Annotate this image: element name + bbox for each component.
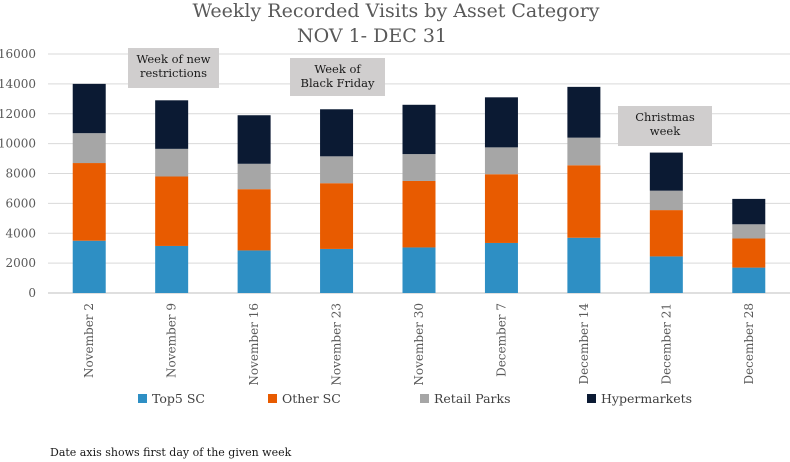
- x-tick-label: November 16: [247, 303, 261, 386]
- x-axis: November 2 November 9 November 16 November …: [82, 303, 756, 386]
- x-tick-label: November 2: [82, 303, 96, 378]
- x-tick-label: November 9: [165, 303, 179, 378]
- bar-segment-0: [237, 250, 271, 293]
- annotation-box: [618, 106, 712, 146]
- bar-segment-0: [732, 267, 766, 293]
- legend-label: Hypermarkets: [601, 391, 692, 406]
- x-tick-label: December 14: [577, 303, 591, 385]
- bar-segment-3: [732, 198, 766, 225]
- bar-segment-0: [320, 248, 354, 293]
- bar-segment-3: [237, 115, 271, 164]
- annotation-text: Black Friday: [301, 76, 375, 90]
- bar-segment-2: [155, 148, 189, 177]
- x-tick-label: December 28: [742, 303, 756, 385]
- annotation-box: [290, 58, 385, 96]
- bar-segment-0: [567, 237, 601, 293]
- bar-segment-1: [320, 183, 354, 249]
- legend-swatch: [268, 394, 277, 403]
- legend-swatch: [420, 394, 429, 403]
- legend-swatch: [587, 394, 596, 403]
- bar-segment-1: [237, 189, 271, 251]
- legend-label: Top5 SC: [152, 391, 205, 406]
- bar-segment-2: [732, 224, 766, 239]
- y-tick-label: 12000: [0, 107, 36, 121]
- bar-segment-3: [72, 83, 106, 134]
- y-tick-label: 2000: [5, 256, 36, 270]
- legend: Top5 SC Other SC Retail Parks Hypermarkets: [138, 391, 692, 406]
- annotation-text: Christmas: [635, 110, 695, 124]
- bar-segment-1: [72, 163, 106, 241]
- bar-segment-2: [320, 156, 354, 184]
- bar-segment-0: [484, 242, 518, 293]
- bar-segment-1: [567, 165, 601, 238]
- x-tick-label: December 21: [659, 303, 673, 385]
- bar-segment-3: [402, 104, 436, 155]
- bar-segment-1: [155, 176, 189, 246]
- bar-segment-0: [649, 256, 683, 293]
- bar-segment-3: [649, 152, 683, 191]
- bar-segment-3: [484, 97, 518, 148]
- annotation-text: week: [650, 124, 681, 138]
- annotation-box: [128, 48, 219, 88]
- y-tick-label: 16000: [0, 47, 36, 61]
- chart-title: Weekly Recorded Visits by Asset Category: [192, 0, 599, 22]
- x-tick-label: December 7: [494, 303, 508, 377]
- chart-subtitle: NOV 1- DEC 31: [297, 25, 447, 47]
- bar-segment-2: [567, 137, 601, 166]
- annotation-text: Week of: [314, 62, 361, 76]
- y-tick-label: 10000: [0, 137, 36, 151]
- bar-segment-2: [72, 133, 106, 164]
- legend-label: Other SC: [282, 391, 341, 406]
- x-tick-label: November 23: [330, 303, 344, 386]
- y-tick-label: 6000: [5, 196, 36, 210]
- bars: [72, 83, 766, 293]
- bar-segment-0: [72, 240, 106, 293]
- bar-segment-3: [567, 86, 601, 138]
- bar-segment-1: [732, 238, 766, 268]
- y-tick-label: 0: [28, 286, 36, 300]
- bar-segment-1: [402, 180, 436, 248]
- bar-segment-0: [402, 247, 436, 293]
- annotation-text: Week of new: [136, 52, 210, 66]
- legend-label: Retail Parks: [434, 391, 511, 406]
- bar-segment-2: [402, 154, 436, 181]
- bar-segment-3: [320, 109, 354, 157]
- y-axis: 0 2000 4000 6000 8000 10000 12000 14000 16000: [0, 47, 36, 300]
- y-tick-label: 14000: [0, 77, 36, 91]
- x-tick-label: November 30: [412, 303, 426, 386]
- bar-segment-1: [649, 210, 683, 257]
- bar-segment-3: [155, 100, 189, 149]
- y-tick-label: 8000: [5, 167, 36, 181]
- bar-segment-0: [155, 245, 189, 293]
- bar-segment-1: [484, 174, 518, 243]
- y-tick-label: 4000: [5, 226, 36, 240]
- legend-swatch: [138, 394, 147, 403]
- annotation-text: restrictions: [140, 66, 207, 80]
- footnote: Date axis shows first day of the given w…: [50, 446, 292, 459]
- bar-segment-2: [649, 190, 683, 211]
- bar-segment-2: [237, 163, 271, 190]
- bar-segment-2: [484, 147, 518, 175]
